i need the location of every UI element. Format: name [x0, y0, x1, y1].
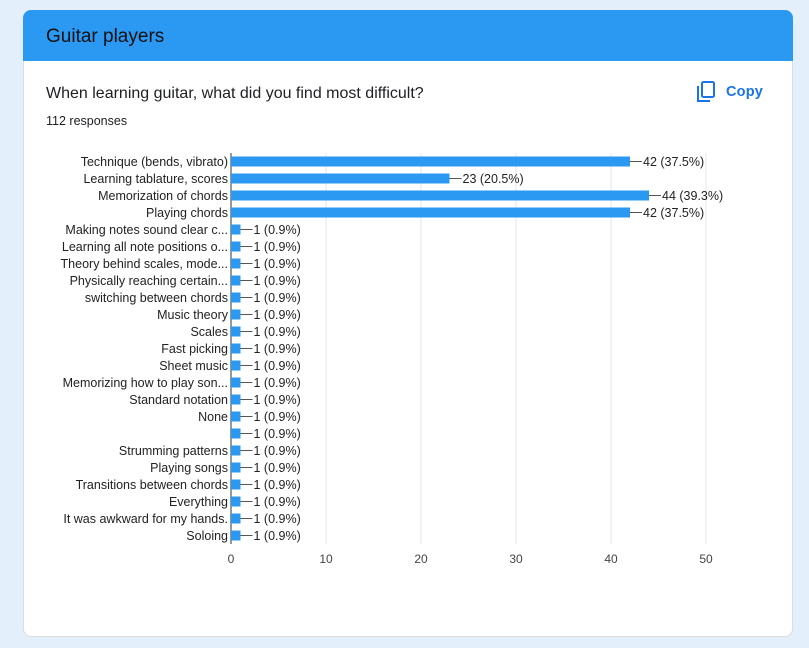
bar — [231, 496, 241, 507]
x-tick-label: 20 — [414, 552, 428, 566]
bar — [231, 360, 241, 371]
bar — [231, 479, 241, 490]
form-header: Guitar players — [23, 10, 793, 61]
category-label: Everything — [169, 495, 228, 509]
bar — [231, 241, 241, 252]
data-label: 1 (0.9%) — [254, 308, 301, 322]
data-label: 1 (0.9%) — [254, 427, 301, 441]
data-label: 42 (37.5%) — [643, 206, 704, 220]
bar — [231, 411, 241, 422]
data-label: 1 (0.9%) — [254, 376, 301, 390]
category-label: Music theory — [157, 308, 229, 322]
bar — [231, 530, 241, 541]
data-label: 1 (0.9%) — [254, 223, 301, 237]
bar — [231, 462, 241, 473]
data-label: 1 (0.9%) — [254, 359, 301, 373]
bar — [231, 428, 241, 439]
data-label: 1 (0.9%) — [254, 325, 301, 339]
category-label: Soloing — [186, 529, 228, 543]
category-label: Standard notation — [129, 393, 228, 407]
category-label: Sheet music — [159, 359, 228, 373]
x-tick-label: 50 — [699, 552, 713, 566]
bar — [231, 190, 649, 201]
copy-icon — [697, 81, 715, 102]
bar — [231, 394, 241, 405]
data-label: 1 (0.9%) — [254, 495, 301, 509]
category-label: Playing chords — [146, 206, 228, 220]
data-label: 1 (0.9%) — [254, 512, 301, 526]
category-label: Technique (bends, vibrato) — [81, 155, 228, 169]
category-label: switching between chords — [85, 291, 228, 305]
bar — [231, 445, 241, 456]
category-label: Fast picking — [161, 342, 228, 356]
category-label: None — [198, 410, 228, 424]
bar — [231, 275, 241, 286]
bar — [231, 513, 241, 524]
category-label: Memorizing how to play son... — [63, 376, 228, 390]
x-tick-label: 40 — [604, 552, 618, 566]
data-label: 23 (20.5%) — [463, 172, 524, 186]
bar — [231, 343, 241, 354]
bar — [231, 292, 241, 303]
form-title: Guitar players — [46, 26, 165, 47]
data-label: 1 (0.9%) — [254, 529, 301, 543]
data-label: 1 (0.9%) — [254, 342, 301, 356]
x-tick-label: 0 — [228, 552, 235, 566]
x-tick-label: 30 — [509, 552, 523, 566]
data-label: 1 (0.9%) — [254, 240, 301, 254]
category-label: Theory behind scales, mode... — [61, 257, 228, 271]
data-label: 1 (0.9%) — [254, 291, 301, 305]
bar — [231, 309, 241, 320]
category-label: Physically reaching certain... — [70, 274, 228, 288]
category-label: Memorization of chords — [98, 189, 228, 203]
bar — [231, 156, 630, 167]
category-label: Transitions between chords — [76, 478, 228, 492]
bar — [231, 258, 241, 269]
x-tick-label: 10 — [319, 552, 333, 566]
data-label: 1 (0.9%) — [254, 444, 301, 458]
data-label: 1 (0.9%) — [254, 274, 301, 288]
data-label: 1 (0.9%) — [254, 410, 301, 424]
bar — [231, 377, 241, 388]
data-label: 42 (37.5%) — [643, 155, 704, 169]
bar — [231, 207, 630, 218]
data-label: 1 (0.9%) — [254, 461, 301, 475]
bar — [231, 224, 241, 235]
category-label: Making notes sound clear c... — [65, 223, 228, 237]
category-label: It was awkward for my hands. — [63, 512, 228, 526]
data-label: 1 (0.9%) — [254, 393, 301, 407]
copy-label: Copy — [726, 84, 764, 100]
category-label: Scales — [190, 325, 228, 339]
response-count: 112 responses — [46, 114, 128, 128]
category-label: Playing songs — [150, 461, 228, 475]
category-label: Learning all note positions o... — [62, 240, 228, 254]
data-label: 44 (39.3%) — [662, 189, 723, 203]
bar — [231, 173, 450, 184]
copy-button[interactable]: Copy — [696, 80, 766, 104]
data-label: 1 (0.9%) — [254, 478, 301, 492]
category-label: Learning tablature, scores — [83, 172, 228, 186]
data-label: 1 (0.9%) — [254, 257, 301, 271]
question-title: When learning guitar, what did you find … — [46, 85, 424, 102]
bar — [231, 326, 241, 337]
category-label: Strumming patterns — [119, 444, 228, 458]
